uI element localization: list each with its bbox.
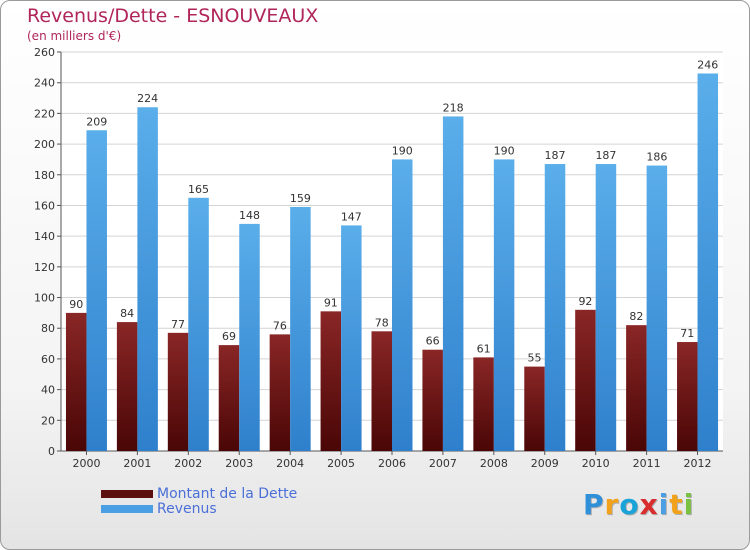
x-tick-label: 2009 — [531, 457, 559, 470]
data-label-revenue: 224 — [137, 92, 158, 105]
data-label-revenue: 186 — [646, 151, 667, 164]
bar-revenue — [697, 73, 719, 451]
data-label-revenue: 246 — [697, 58, 718, 71]
bar-revenue — [188, 197, 209, 451]
y-tick-label: 100 — [34, 292, 55, 305]
bar-revenue — [442, 116, 464, 451]
bar-debt — [473, 357, 494, 451]
data-label-revenue: 187 — [595, 149, 616, 162]
chart-title: Revenus/Dette - ESNOUVEAUX — [27, 5, 319, 27]
y-tick-label: 240 — [34, 77, 55, 90]
x-tick-label: 2007 — [429, 457, 457, 470]
data-label-debt: 76 — [273, 319, 287, 332]
proxiti-logo: Proxiti — [583, 488, 694, 521]
data-label-revenue: 147 — [341, 210, 362, 223]
legend-label-debt: Montant de la Dette — [157, 486, 298, 502]
logo-letter: t — [669, 488, 684, 521]
y-tick-label: 140 — [34, 230, 55, 243]
bar-revenue — [341, 225, 362, 451]
bar-revenue — [290, 206, 311, 451]
data-label-revenue: 159 — [290, 192, 311, 205]
bar-revenue — [239, 223, 260, 451]
bar-revenue — [493, 159, 515, 451]
x-tick-label: 2011 — [633, 457, 661, 470]
y-tick-label: 20 — [41, 414, 55, 427]
data-label-debt: 82 — [629, 310, 643, 323]
logo-letter: i — [683, 488, 695, 521]
data-label-revenue: 148 — [239, 209, 260, 222]
y-tick-label: 220 — [34, 107, 55, 120]
bar-revenue — [86, 130, 107, 451]
x-tick-label: 2006 — [378, 457, 406, 470]
x-tick-label: 2004 — [276, 457, 304, 470]
data-label-debt: 78 — [375, 316, 389, 329]
data-label-debt: 69 — [222, 330, 236, 343]
bar-debt — [422, 349, 443, 451]
data-label-debt: 77 — [171, 318, 185, 331]
legend-swatch-debt — [101, 490, 153, 498]
legend-label-revenue: Revenus — [157, 501, 217, 517]
y-tick-label: 160 — [34, 199, 55, 212]
x-tick-label: 2001 — [123, 457, 151, 470]
data-label-revenue: 190 — [392, 144, 413, 157]
y-tick-label: 80 — [41, 322, 55, 335]
bar-debt — [371, 331, 392, 451]
x-tick-label: 2008 — [480, 457, 508, 470]
data-label-debt: 92 — [578, 295, 592, 308]
data-label-debt: 84 — [120, 307, 134, 320]
bar-debt — [116, 322, 138, 451]
logo-letter: P — [583, 488, 605, 521]
bar-debt — [524, 366, 545, 451]
data-label-revenue: 209 — [86, 115, 107, 128]
bar-debt — [575, 309, 596, 451]
y-tick-label: 180 — [34, 169, 55, 182]
x-tick-label: 2005 — [327, 457, 355, 470]
bar-revenue — [544, 164, 566, 451]
data-label-debt: 55 — [528, 352, 542, 365]
bar-debt — [167, 332, 189, 451]
x-tick-label: 2010 — [582, 457, 610, 470]
data-label-debt: 90 — [69, 298, 83, 311]
bar-revenue — [595, 164, 617, 451]
x-tick-label: 2003 — [225, 457, 253, 470]
legend-swatch-revenue — [101, 505, 153, 513]
logo-letter: i — [658, 488, 670, 521]
data-label-revenue: 187 — [545, 149, 566, 162]
data-label-debt: 61 — [477, 342, 491, 355]
y-tick-label: 60 — [41, 353, 55, 366]
data-label-revenue: 165 — [188, 183, 209, 196]
x-tick-label: 2012 — [684, 457, 712, 470]
data-label-debt: 66 — [426, 335, 440, 348]
bar-debt — [626, 325, 647, 451]
bar-debt — [677, 342, 698, 451]
logo-letter: x — [639, 488, 659, 521]
data-label-debt: 71 — [680, 327, 694, 340]
data-label-revenue: 218 — [443, 101, 464, 114]
bar-revenue — [392, 159, 413, 451]
y-tick-label: 200 — [34, 138, 55, 151]
x-tick-label: 2002 — [174, 457, 202, 470]
data-label-revenue: 190 — [494, 144, 515, 157]
y-tick-label: 120 — [34, 261, 55, 274]
x-tick-label: 2000 — [72, 457, 100, 470]
y-tick-label: 0 — [48, 445, 55, 458]
data-label-debt: 91 — [324, 296, 338, 309]
bar-debt — [269, 334, 291, 451]
bar-debt — [320, 311, 342, 451]
chart-subtitle: (en milliers d'€) — [27, 29, 122, 43]
bar-debt — [218, 345, 240, 451]
y-tick-label: 40 — [41, 384, 55, 397]
bar-debt — [65, 312, 87, 451]
y-tick-label: 260 — [34, 46, 55, 59]
bar-revenue — [137, 107, 158, 451]
bar-revenue — [646, 165, 668, 452]
logo-letter: o — [619, 488, 640, 521]
logo-letter: r — [604, 488, 620, 521]
